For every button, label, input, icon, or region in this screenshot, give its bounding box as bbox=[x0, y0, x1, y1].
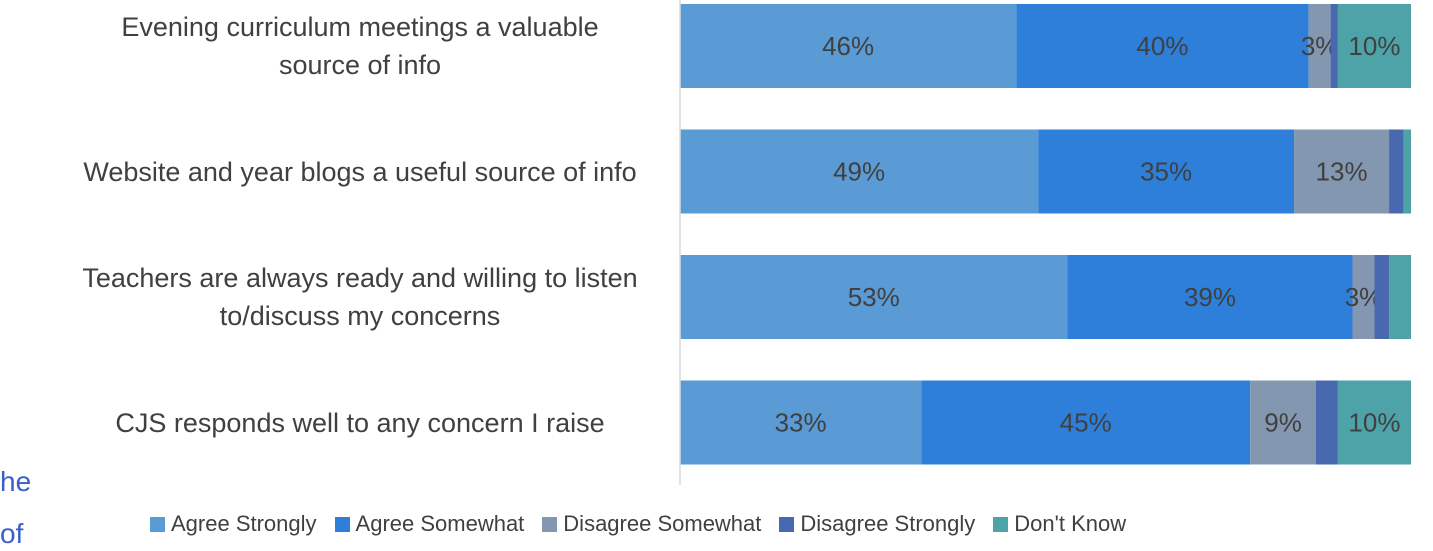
legend-swatch bbox=[334, 516, 350, 532]
bar-segment bbox=[1337, 4, 1411, 88]
legend-label: Agree Strongly bbox=[171, 511, 317, 536]
data-label: 53% bbox=[848, 282, 900, 312]
legend-item: Don't Know bbox=[993, 511, 1126, 537]
bar-segment bbox=[1337, 380, 1411, 465]
side-text: he bbox=[0, 466, 32, 497]
data-label: 33% bbox=[775, 407, 827, 437]
legend-item: Agree Strongly bbox=[150, 511, 317, 537]
legend-swatch bbox=[542, 516, 558, 532]
data-label: 39% bbox=[1184, 282, 1236, 312]
data-label: 40% bbox=[1136, 31, 1188, 61]
bar-segment bbox=[1330, 4, 1338, 88]
bar-segment bbox=[1016, 4, 1309, 88]
legend: Agree Strongly Agree Somewhat Disagree Som… bbox=[150, 511, 1126, 537]
legend-label: Agree Somewhat bbox=[355, 511, 525, 536]
bar-segment bbox=[1403, 129, 1411, 214]
bar-segment bbox=[680, 380, 922, 465]
bar-segment bbox=[921, 380, 1251, 465]
category-label: Teachers are always ready and willing to… bbox=[82, 263, 638, 331]
bar-segment bbox=[680, 4, 1017, 88]
category-label: Website and year blogs a useful source o… bbox=[83, 156, 637, 187]
data-label: 13% bbox=[1316, 156, 1368, 186]
category-label: CJS responds well to any concern I raise bbox=[115, 407, 605, 438]
data-label: 10% bbox=[1348, 407, 1400, 437]
side-text: of bbox=[0, 518, 24, 549]
legend-swatch bbox=[150, 516, 165, 532]
category-label: Evening curriculum meetings a valuable s… bbox=[121, 12, 599, 80]
legend-swatch bbox=[779, 516, 795, 532]
data-label: 35% bbox=[1140, 156, 1192, 186]
bar-segment bbox=[1389, 129, 1404, 214]
bar-segment bbox=[1315, 380, 1338, 465]
legend-label: Disagree Strongly bbox=[800, 511, 976, 536]
legend-label: Don't Know bbox=[1014, 511, 1127, 536]
data-label: 46% bbox=[822, 31, 874, 61]
bar-segment bbox=[1308, 4, 1331, 88]
bar-segment bbox=[1294, 129, 1390, 214]
bar-segment bbox=[1067, 255, 1353, 339]
bar-segment bbox=[1389, 255, 1411, 339]
legend-label: Disagree Somewhat bbox=[563, 511, 762, 536]
legend-item: Disagree Strongly bbox=[779, 511, 975, 537]
data-label: 10% bbox=[1348, 31, 1400, 61]
bar-segment bbox=[1038, 129, 1295, 214]
legend-item: Disagree Somewhat bbox=[542, 511, 761, 537]
bar-segment bbox=[1374, 255, 1390, 339]
legend-swatch bbox=[993, 516, 1009, 532]
bar-segment bbox=[680, 255, 1068, 339]
bar-segment bbox=[680, 129, 1039, 214]
bar-segment bbox=[1250, 380, 1316, 465]
data-label: 45% bbox=[1060, 407, 1112, 437]
data-label: 49% bbox=[833, 156, 885, 186]
data-label: 9% bbox=[1264, 407, 1302, 437]
bar-segment bbox=[1352, 255, 1375, 339]
legend-item: Agree Somewhat bbox=[334, 511, 525, 537]
